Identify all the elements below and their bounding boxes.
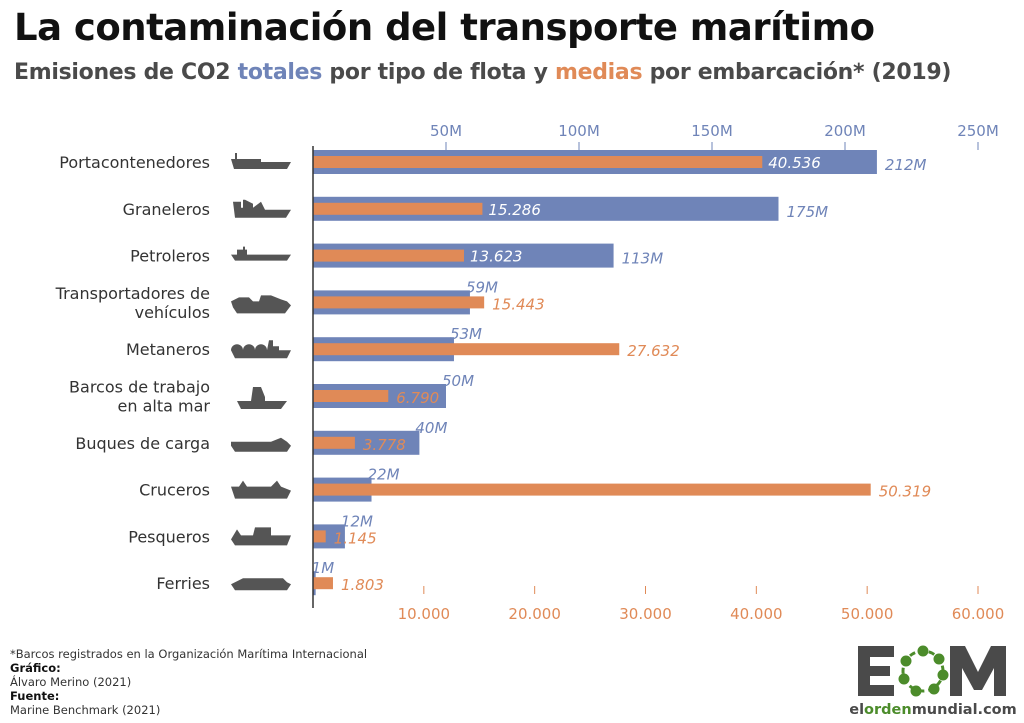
top-axis-tick-label: 50M <box>430 122 462 140</box>
container-ship-icon <box>231 153 291 169</box>
total-value-label: 175M <box>787 203 829 221</box>
lng-carrier-icon <box>231 340 291 359</box>
total-value-label: 113M <box>622 250 664 268</box>
category-label: Metaneros <box>126 340 210 359</box>
eom-logo: elordenmundial.com <box>850 645 1017 718</box>
average-value-label: 1.145 <box>334 529 377 547</box>
logo-site-prefix: el <box>850 702 864 718</box>
logo-site-text: elordenmundial.com <box>850 702 1017 718</box>
average-value-label: 27.632 <box>627 342 680 360</box>
bottom-axis-tick-label: 60.000 <box>952 605 1005 623</box>
subtitle-text-1: Emisiones de CO2 <box>14 60 238 85</box>
oil-tanker-icon <box>231 246 291 261</box>
source-label: Fuente: <box>10 689 60 703</box>
graphic-author: Álvaro Merino (2021) <box>10 675 132 689</box>
bar-average <box>313 436 355 449</box>
category-label: Barcos de trabajo <box>69 378 210 397</box>
average-value-label: 13.623 <box>470 248 523 266</box>
category-label: en alta mar <box>118 397 211 416</box>
cruise-ship-icon <box>231 480 291 499</box>
category-label: Petroleros <box>130 247 210 266</box>
legend-totals: totales <box>237 60 323 85</box>
logo-e-letter <box>858 646 894 696</box>
category-label: Pesqueros <box>128 527 210 546</box>
average-value-label: 3.778 <box>363 436 406 454</box>
bottom-axis-tick-label: 10.000 <box>398 605 451 623</box>
bar-average <box>313 249 464 262</box>
total-value-label: 212M <box>885 156 927 174</box>
total-value-label: 22M <box>368 466 400 484</box>
category-label: Ferries <box>156 574 210 593</box>
logo-o-ring-icon <box>898 645 949 697</box>
bar-average <box>313 530 326 543</box>
subtitle-text-2: por tipo de flota y <box>322 60 555 85</box>
bottom-axis-tick-label: 40.000 <box>730 605 783 623</box>
category-label: Graneleros <box>123 200 210 219</box>
category-label: vehículos <box>135 303 210 322</box>
fishing-boat-icon <box>231 527 291 546</box>
total-value-label: 53M <box>450 325 482 343</box>
bar-average <box>313 296 485 309</box>
bottom-axis-tick-label: 30.000 <box>619 605 672 623</box>
bar-average <box>313 202 483 215</box>
total-value-label: 59M <box>466 278 498 296</box>
footnote: *Barcos registrados en la Organización M… <box>10 647 368 661</box>
bar-average <box>313 577 333 590</box>
graphic-label: Gráfico: <box>10 661 61 675</box>
logo-m-letter <box>950 646 1006 696</box>
chart-title: La contaminación del transporte marítimo <box>14 6 875 49</box>
source-text: Marine Benchmark (2021) <box>10 703 161 717</box>
average-value-label: 1.803 <box>341 576 384 594</box>
top-axis-tick-label: 100M <box>558 122 600 140</box>
legend-average: medias <box>554 60 643 85</box>
bar-average <box>313 483 871 496</box>
bar-average <box>313 343 620 356</box>
bottom-axis-tick-label: 50.000 <box>841 605 894 623</box>
average-value-label: 6.790 <box>396 389 439 407</box>
logo-site-mid: orden <box>864 702 912 718</box>
total-value-label: 1M <box>312 559 335 577</box>
top-axis-tick-label: 150M <box>691 122 733 140</box>
cargo-ship-icon <box>231 437 291 452</box>
total-value-label: 12M <box>341 512 373 530</box>
category-label: Cruceros <box>139 481 210 500</box>
average-value-label: 15.286 <box>488 201 540 219</box>
average-value-label: 15.443 <box>492 295 545 313</box>
offshore-work-vessel-icon <box>237 387 287 409</box>
category-label: Transportadores de <box>55 284 210 303</box>
bar-average <box>313 156 763 168</box>
top-axis-tick-label: 200M <box>824 122 866 140</box>
total-value-label: 50M <box>442 372 474 390</box>
top-axis-tick-label: 250M <box>957 122 999 140</box>
total-value-label: 40M <box>415 419 447 437</box>
ferry-icon <box>231 578 291 591</box>
average-value-label: 40.536 <box>768 154 821 172</box>
subtitle-text-3: por embarcación* (2019) <box>642 60 952 85</box>
bottom-axis-tick-label: 20.000 <box>508 605 561 623</box>
bar-chart: 50M 100M 150M 200M 250M 10.000 20.000 30.000 40.… <box>55 122 1005 623</box>
vehicle-carrier-icon <box>231 295 291 314</box>
logo-site-suffix: mundial.com <box>912 702 1017 718</box>
chart-subtitle: Emisiones de CO2 totales por tipo de flo… <box>14 60 951 85</box>
bar-average <box>313 390 389 402</box>
category-label: Portacontenedores <box>59 153 210 172</box>
category-label: Buques de carga <box>75 434 210 453</box>
bulk-carrier-icon <box>233 199 291 218</box>
average-value-label: 50.319 <box>879 483 932 501</box>
